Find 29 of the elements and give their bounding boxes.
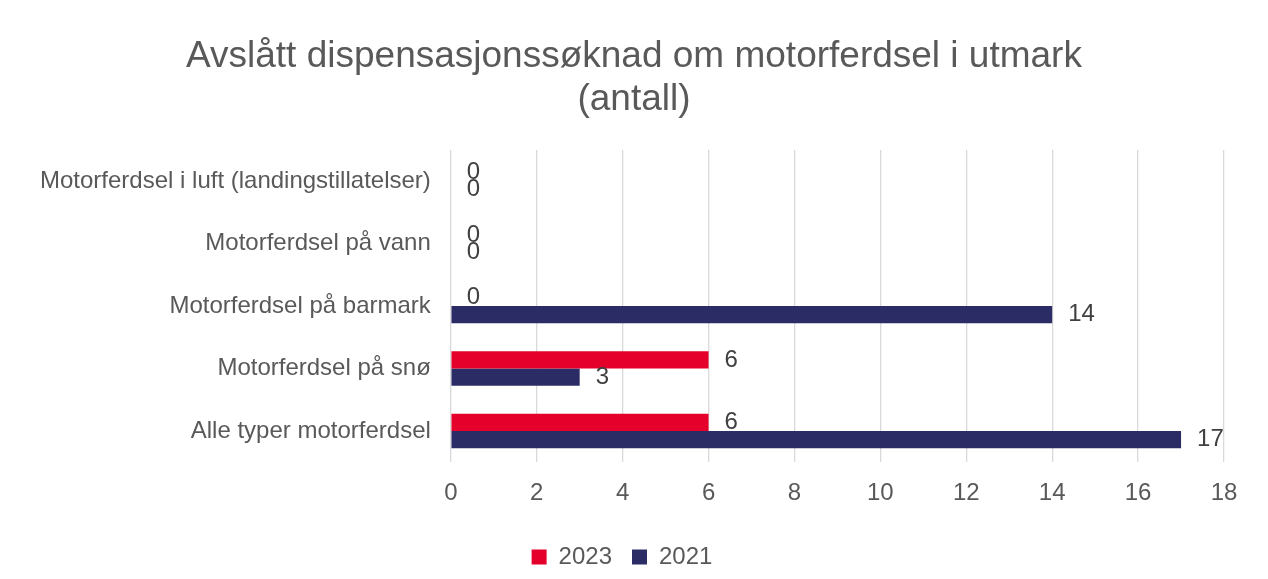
- bar: [451, 430, 1182, 449]
- x-tick-label: 2: [530, 478, 544, 506]
- legend-label: 2021: [659, 541, 713, 569]
- data-label: 17: [1197, 424, 1224, 452]
- y-tick-label: Motorferdsel i luft (landingstillatelser): [39, 165, 431, 193]
- x-tick-label: 18: [1210, 478, 1238, 506]
- bar: [451, 306, 1053, 324]
- data-label: 0: [466, 282, 481, 310]
- bar: [451, 351, 709, 369]
- x-tick-label: 14: [1038, 478, 1066, 506]
- data-label: 3: [595, 361, 610, 389]
- data-label: 6: [724, 344, 738, 372]
- y-tick-label: Motorferdsel på barmark: [169, 290, 432, 318]
- chart-title: Avslått dispensasjonssøknad om motorferdsel i utmark (antall): [185, 33, 1083, 119]
- x-tick-label: 12: [952, 478, 980, 506]
- x-tick-label: 10: [867, 478, 894, 506]
- data-label: 6: [724, 407, 738, 435]
- x-tick-label: 6: [701, 478, 716, 506]
- bar: [451, 368, 580, 386]
- x-tick-label: 8: [787, 478, 802, 506]
- y-tick-label: Motorferdsel på vann: [205, 228, 431, 256]
- x-tick-label: 4: [615, 478, 630, 506]
- x-tick-label: 0: [444, 478, 458, 506]
- x-tick-label: 16: [1124, 478, 1152, 506]
- bar: [451, 413, 709, 431]
- legend-label: 2023: [558, 541, 612, 569]
- y-tick-label: Alle typer motorferdsel: [190, 415, 431, 443]
- y-tick-label: Motorferdsel på snø: [217, 353, 432, 381]
- data-label: 14: [1068, 299, 1095, 327]
